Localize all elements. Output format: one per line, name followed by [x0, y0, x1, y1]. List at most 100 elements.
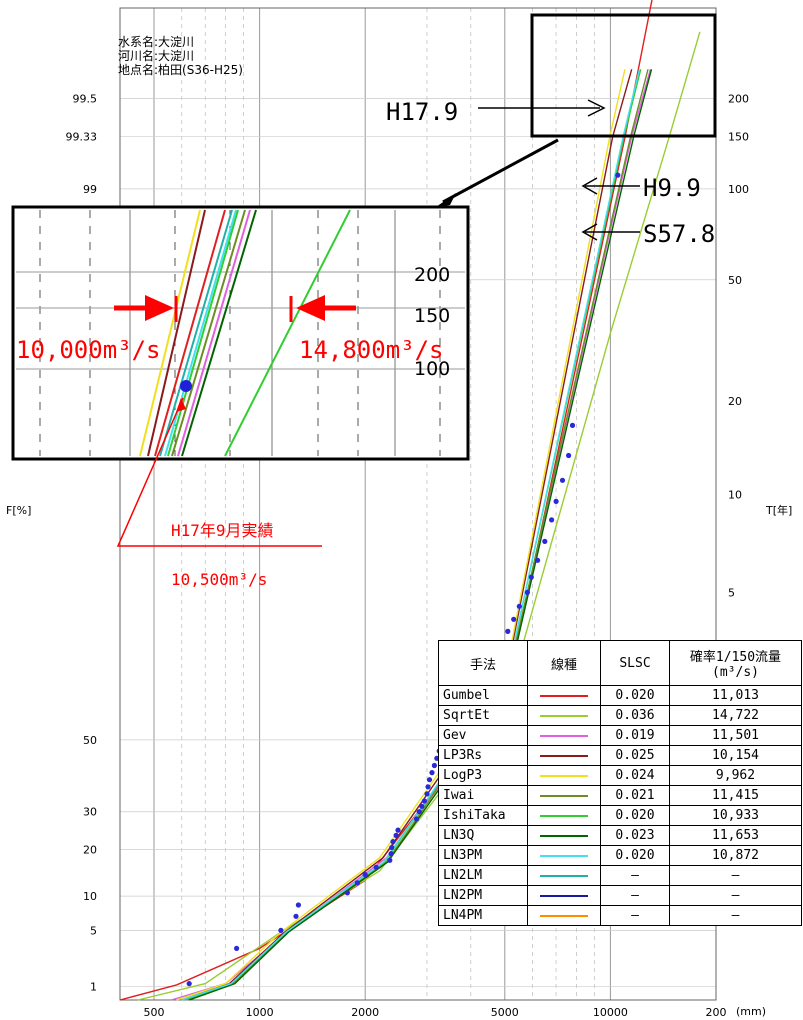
slsc-value: 0.036 [600, 705, 670, 726]
inset-series [139, 209, 351, 457]
y-left-tick-label: 99.33 [66, 131, 98, 144]
observed-point [354, 880, 360, 886]
x-unit-label: (mm) [736, 1005, 766, 1018]
table-row: LN2LM — — [438, 865, 802, 886]
observed-point [424, 791, 430, 797]
observed-point [186, 981, 192, 987]
y-left-title: F[%] [6, 504, 31, 517]
flow-value: — [669, 865, 802, 886]
observed-point [293, 913, 299, 919]
inset-left-arrow [114, 295, 178, 322]
inset-series-line [164, 209, 237, 457]
header-line-2: 河川名:大淀川 [118, 48, 194, 63]
table-header-row: 手法 線種 SLSC 確率1/150流量(m³/s) [438, 640, 802, 686]
y-right-tick-label: 100 [728, 183, 749, 196]
flow-value: 10,933 [669, 805, 802, 826]
observed-point [344, 890, 350, 896]
header-method: 手法 [438, 640, 528, 686]
observed-point [553, 498, 559, 504]
line-swatch-cell [527, 905, 601, 926]
observed-point [566, 452, 572, 459]
line-swatch [540, 714, 588, 717]
inset-right-arrow [289, 295, 356, 322]
observed-point [362, 872, 368, 878]
y-right-tick-label: 200 [728, 92, 749, 105]
flow-value: 10,154 [669, 745, 802, 766]
observed-point [373, 864, 379, 870]
line-swatch [540, 854, 588, 857]
header-slsc: SLSC [600, 640, 670, 686]
line-swatch [540, 794, 588, 797]
flow-value: 11,501 [669, 725, 802, 746]
h17-9-label: H17.9 [386, 98, 458, 126]
observed-point [549, 517, 555, 523]
observed-point [234, 945, 240, 952]
y-right-tick-label: 5 [728, 586, 735, 599]
table-row: SqrtEt 0.036 14,722 [438, 705, 802, 726]
y-right-title: T[年] [765, 503, 792, 517]
s57-8-label: S57.8 [643, 220, 715, 248]
y-right-tick-label: 50 [728, 274, 742, 287]
inset-tick-100: 100 [414, 358, 450, 380]
inset-series-line [224, 209, 351, 457]
observed-point [431, 762, 437, 769]
observed-point [429, 770, 435, 776]
table-row: Iwai 0.021 11,415 [438, 785, 802, 806]
zoom-connector-arrow [442, 138, 559, 204]
line-swatch [540, 814, 588, 817]
observed-point [569, 422, 576, 428]
line-swatch [540, 694, 588, 697]
y-left-tick-label: 10 [83, 890, 97, 903]
slsc-value: 0.020 [600, 845, 670, 866]
line-swatch-cell [527, 845, 601, 866]
line-swatch-cell [527, 765, 601, 786]
slsc-value: 0.019 [600, 725, 670, 746]
h17-9-arrow [478, 99, 606, 117]
inset-series-line [171, 209, 246, 457]
method-name: LogP3 [438, 765, 528, 786]
x-tick-label: 500 [143, 1006, 164, 1019]
table-row: Gev 0.019 11,501 [438, 725, 802, 746]
observed-point [421, 798, 427, 804]
table-row: LP3Rs 0.025 10,154 [438, 745, 802, 766]
inset-tick-150: 150 [414, 305, 450, 327]
h9-9-arrow [581, 177, 640, 195]
observed-point [416, 809, 422, 815]
x-tick-label: 2000 [351, 1006, 379, 1019]
observed-point [413, 816, 420, 822]
table-row: LN3PM 0.020 10,872 [438, 845, 802, 866]
observed-point [389, 844, 395, 851]
event-callout [116, 397, 322, 547]
line-swatch-cell [527, 785, 601, 806]
table-row: LogP3 0.024 9,962 [438, 765, 802, 786]
header-line-1: 水系名:大淀川 [118, 34, 194, 49]
observed-point [390, 839, 396, 845]
line-swatch [540, 834, 588, 837]
inset-series-line [167, 209, 239, 457]
zoom-connector-arrowhead [436, 193, 456, 207]
event-value: 10,500m³/s [171, 570, 267, 589]
inset-series-line [139, 209, 201, 457]
observed-point [278, 927, 284, 934]
header-line-type: 線種 [527, 640, 601, 686]
observed-point [542, 538, 548, 545]
header-line-3: 地点名:柏田(S36-H25) [118, 62, 243, 77]
slsc-value: 0.020 [600, 685, 670, 706]
x-tick-label: 200 [706, 1006, 727, 1019]
observed-point [395, 827, 401, 833]
table-row: Gumbel 0.020 11,013 [438, 685, 802, 706]
zoom-region-box [530, 13, 717, 138]
observed-point [559, 477, 566, 483]
observed-point [387, 857, 393, 863]
slsc-value: — [600, 905, 670, 926]
method-name: Gumbel [438, 685, 528, 706]
flow-value: 11,653 [669, 825, 802, 846]
inset-series-line [154, 209, 226, 457]
line-swatch [540, 874, 588, 877]
line-swatch [540, 774, 588, 777]
inset-grid [16, 210, 465, 456]
plot-frame [119, 7, 717, 1001]
slsc-value: — [600, 865, 670, 886]
x-tick-label: 5000 [491, 1006, 519, 1019]
